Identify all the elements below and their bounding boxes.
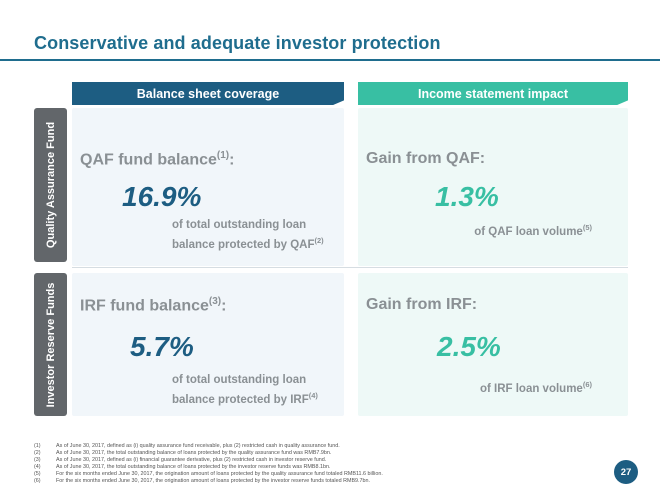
qaf-balance-footnote-ref: (1) — [216, 150, 230, 161]
footnote: (2) As of June 30, 2017, the total outsta… — [34, 449, 332, 456]
income-statement-header-label: Income statement impact — [417, 86, 569, 101]
irf-gain-description: of IRF loan volume(6) — [479, 380, 592, 395]
irf-gain-footnote-ref: (6) — [582, 380, 592, 389]
title-underline — [0, 59, 660, 61]
qaf-balance-description: of total outstanding loan balance protec… — [172, 219, 324, 251]
qaf-gain-panel — [358, 108, 628, 266]
footnote: (5) For the six months ended June 30, 201… — [34, 470, 383, 477]
qaf-balance-label: QAF fund balance(1): — [80, 150, 235, 169]
irf-balance-label: IRF fund balance(3): — [80, 296, 227, 315]
balance-sheet-header-label: Balance sheet coverage — [136, 86, 280, 101]
footnote: (3) As of June 30, 2017, defined as (i) f… — [34, 456, 327, 463]
footnote: (4) As of June 30, 2017, the total outsta… — [34, 463, 331, 470]
irf-gain-label: Gain from IRF: — [366, 296, 478, 313]
quality-assurance-fund-tab: Quality Assurance Fund — [34, 108, 67, 262]
footnote: (1) As of June 30, 2017, defined as (i) q… — [34, 443, 340, 449]
income-statement-header: Income statement impact — [358, 82, 628, 105]
qaf-balance-desc-footnote-ref: (2) — [314, 236, 324, 245]
page-number: 27 — [614, 460, 638, 484]
irf-gain-panel — [358, 273, 628, 416]
quality-assurance-fund-label: Quality Assurance Fund — [44, 121, 57, 249]
qaf-balance-value: 16.9% — [122, 181, 202, 212]
balance-sheet-header: Balance sheet coverage — [72, 82, 344, 105]
investor-reserve-funds-label: Investor Reserve Funds — [44, 282, 57, 407]
irf-balance-panel — [72, 273, 344, 416]
irf-balance-footnote-ref: (3) — [208, 296, 222, 307]
qaf-gain-value: 1.3% — [435, 181, 499, 212]
footnotes: (1) As of June 30, 2017, defined as (i) q… — [34, 443, 594, 484]
irf-balance-description: of total outstanding loan balance protec… — [172, 374, 318, 406]
qaf-balance-panel — [72, 108, 344, 266]
investor-reserve-funds-tab: Investor Reserve Funds — [34, 273, 67, 416]
footnote: (6) For the six months ended June 30, 201… — [34, 477, 371, 484]
irf-balance-desc-footnote-ref: (4) — [308, 391, 318, 400]
qaf-gain-description: of QAF loan volume(5) — [474, 223, 592, 238]
qaf-gain-label: Gain from QAF: — [366, 150, 486, 167]
row-divider — [72, 267, 628, 268]
irf-gain-value: 2.5% — [437, 331, 501, 362]
page-title: Conservative and adequate investor prote… — [34, 33, 441, 53]
irf-balance-value: 5.7% — [130, 331, 194, 362]
qaf-gain-footnote-ref: (5) — [582, 223, 592, 232]
